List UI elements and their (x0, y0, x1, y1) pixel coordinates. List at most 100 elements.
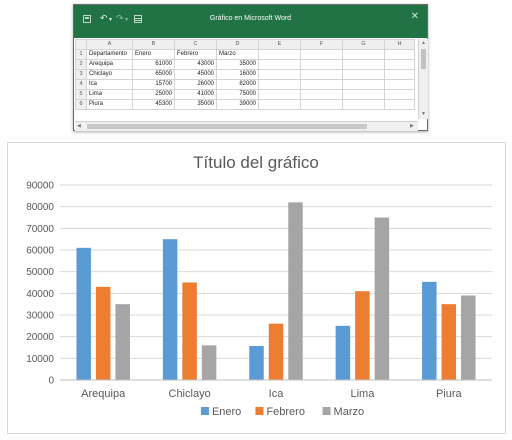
cell[interactable] (384, 49, 415, 60)
legend-label-enero[interactable]: Enero (212, 406, 241, 418)
bar-marzo-piura[interactable] (461, 295, 476, 381)
cell[interactable]: Lima (86, 89, 133, 100)
cell[interactable] (258, 79, 301, 90)
legend[interactable]: Enero Febrero Marzo (200, 406, 365, 418)
cell[interactable] (342, 79, 385, 90)
bar-enero-ica[interactable] (249, 345, 264, 380)
bar-febrero-chiclayo[interactable] (182, 282, 197, 381)
save-icon[interactable] (83, 15, 91, 23)
vertical-scrollbar[interactable]: ▲ ▼ (418, 39, 428, 119)
chart-title[interactable]: Título del gráfico (193, 153, 319, 172)
cell[interactable] (258, 99, 301, 110)
cell[interactable]: 26000 (174, 79, 217, 90)
cell[interactable]: Departamento (86, 49, 133, 60)
cell[interactable] (300, 89, 343, 100)
grid-icon[interactable] (134, 15, 142, 23)
cell[interactable] (384, 79, 415, 90)
cell[interactable]: 39000 (216, 99, 259, 110)
horizontal-scrollbar[interactable]: ◀ ▶ (75, 121, 418, 131)
undo-icon[interactable]: ↶ (100, 13, 108, 23)
cell[interactable] (342, 89, 385, 100)
cell[interactable]: 75000 (216, 89, 259, 100)
row-header[interactable]: 4 (75, 79, 87, 90)
cell[interactable] (300, 69, 343, 80)
cell[interactable] (258, 49, 301, 60)
bar-marzo-ica[interactable] (288, 202, 303, 380)
cell[interactable] (342, 69, 385, 80)
bar-marzo-chiclayo[interactable] (201, 345, 217, 380)
scroll-left-icon[interactable]: ◀ (77, 123, 81, 129)
bar-febrero-ica[interactable] (268, 323, 284, 380)
bar-marzo-lima[interactable] (374, 217, 390, 381)
cell[interactable]: 61000 (132, 59, 175, 70)
cell[interactable] (300, 99, 343, 110)
cell[interactable] (300, 49, 343, 60)
cell[interactable] (384, 69, 415, 80)
close-icon[interactable]: ✕ (410, 11, 419, 22)
cell[interactable] (342, 59, 385, 70)
legend-swatch-enero[interactable] (200, 407, 209, 415)
bar-febrero-lima[interactable] (355, 291, 370, 380)
bar-enero-chiclayo[interactable] (162, 239, 178, 380)
legend-swatch-marzo[interactable] (322, 407, 331, 415)
cell[interactable] (300, 79, 343, 90)
cell[interactable] (258, 69, 301, 80)
cell[interactable]: 82000 (216, 79, 259, 90)
row-header[interactable]: 3 (75, 69, 87, 80)
cell[interactable]: 65000 (132, 69, 175, 80)
legend-swatch-febrero[interactable] (255, 407, 264, 415)
legend-label-marzo[interactable]: Marzo (334, 406, 365, 418)
cell[interactable]: 25000 (132, 89, 175, 100)
cell[interactable]: Chiclayo (86, 69, 133, 80)
row-header[interactable]: 6 (75, 99, 87, 110)
column-header[interactable]: A (86, 39, 133, 50)
column-header[interactable]: C (174, 39, 217, 50)
scroll-right-icon[interactable]: ▶ (410, 123, 414, 129)
cell[interactable]: 41000 (174, 89, 217, 100)
bar-marzo-arequipa[interactable] (115, 304, 130, 380)
cell[interactable] (258, 59, 301, 70)
chart-area[interactable]: Título del gráfico 0 10000 20000 30000 40000… (7, 142, 506, 434)
cell[interactable] (258, 89, 301, 100)
row-header[interactable]: 5 (75, 89, 87, 100)
cell[interactable]: Arequipa (86, 59, 133, 70)
bar-febrero-piura[interactable] (441, 304, 457, 380)
bar-enero-arequipa[interactable] (76, 247, 91, 380)
cell[interactable]: 16000 (216, 69, 259, 80)
cell[interactable] (342, 99, 385, 110)
redo-dropdown-icon[interactable]: ▾ (125, 17, 129, 23)
scroll-up-icon[interactable]: ▲ (421, 40, 426, 46)
bar-enero-lima[interactable] (335, 325, 351, 380)
cell[interactable]: 43000 (174, 59, 217, 70)
cell[interactable] (384, 59, 415, 70)
cell[interactable]: Marzo (216, 49, 259, 60)
cell[interactable]: 35000 (216, 59, 259, 70)
undo-dropdown-icon[interactable]: ▾ (109, 17, 113, 23)
cell[interactable]: 15700 (132, 79, 175, 90)
redo-icon[interactable]: ↷ (116, 13, 124, 23)
cell[interactable]: Enero (132, 49, 175, 60)
cell[interactable]: Ica (86, 79, 133, 90)
bar-febrero-arequipa[interactable] (95, 286, 111, 380)
cell[interactable]: Febrero (174, 49, 217, 60)
column-header[interactable]: D (216, 39, 259, 50)
cell[interactable] (384, 89, 415, 100)
horizontal-scroll-thumb[interactable] (87, 124, 367, 129)
row-header[interactable]: 1 (75, 49, 87, 60)
cell[interactable]: 45300 (132, 99, 175, 110)
cell[interactable]: Piura (86, 99, 133, 110)
cell[interactable] (384, 99, 415, 110)
select-all-corner[interactable] (75, 39, 87, 50)
scroll-down-icon[interactable]: ▼ (421, 111, 426, 117)
cell[interactable]: 35000 (174, 99, 217, 110)
vertical-scroll-thumb[interactable] (421, 49, 426, 69)
bar-enero-piura[interactable] (422, 281, 437, 380)
row-header[interactable]: 2 (75, 59, 87, 70)
column-header[interactable]: H (384, 39, 415, 50)
column-header[interactable]: F (300, 39, 343, 50)
cell[interactable]: 45000 (174, 69, 217, 80)
column-header[interactable]: B (132, 39, 175, 50)
legend-label-febrero[interactable]: Febrero (266, 406, 305, 418)
cell[interactable] (300, 59, 343, 70)
column-header[interactable]: G (342, 39, 385, 50)
